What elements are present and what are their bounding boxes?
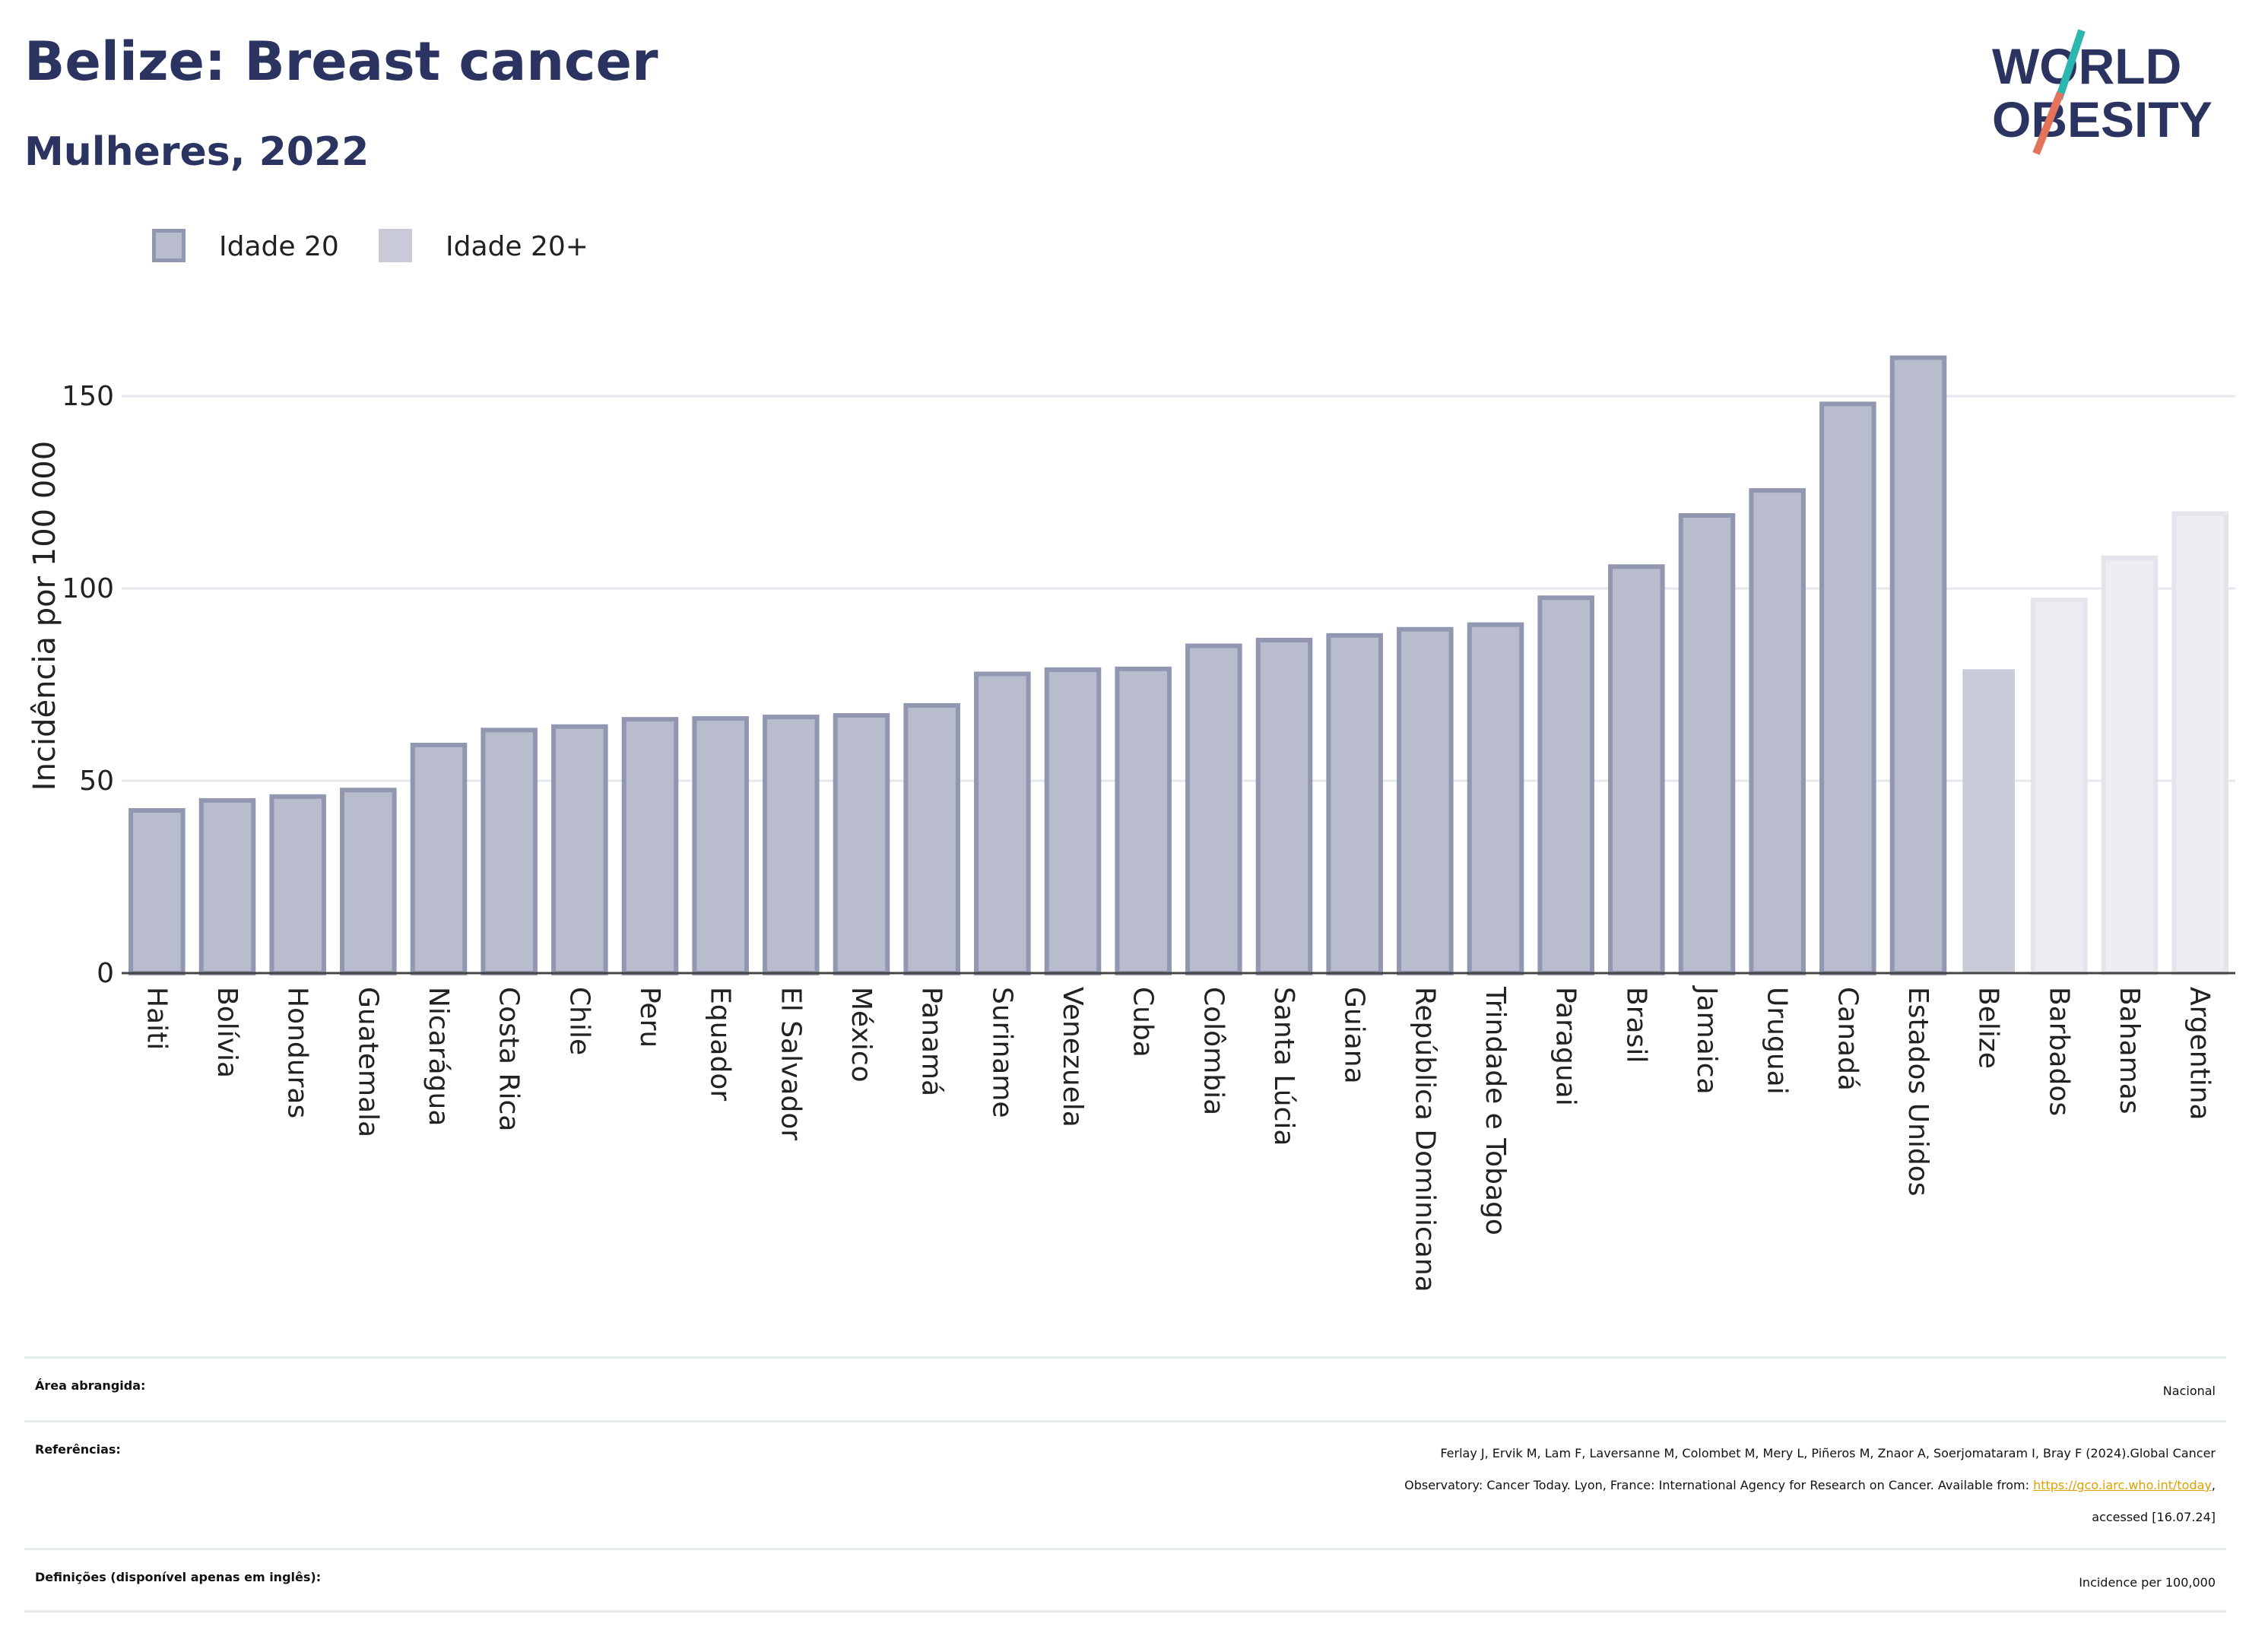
bar [551, 724, 608, 976]
x-tick-label: Chile [563, 987, 595, 1055]
x-tick-label: Jamaica [1691, 985, 1722, 1095]
bar [2171, 511, 2228, 975]
x-tick-label: Barbados [2043, 987, 2074, 1116]
bar [410, 743, 468, 975]
bar [2031, 598, 2088, 975]
x-tick-label: Uruguai [1762, 987, 1793, 1095]
area-value: Nacional [2162, 1384, 2216, 1398]
info-row-references: Referências: Ferlay J, Ervik M, Lam F, L… [24, 1420, 2226, 1524]
x-tick-label: Panamá [916, 987, 947, 1096]
bar [1678, 513, 1736, 975]
x-tick-label: México [845, 987, 877, 1083]
legend-swatch-idade-20-plus [379, 229, 412, 262]
bar [903, 702, 960, 975]
y-tick-label: 100 [62, 573, 114, 604]
x-tick-label: Cuba [1128, 987, 1159, 1057]
bar [128, 808, 186, 976]
references-line3: accessed [16.07.24] [2092, 1510, 2216, 1524]
x-tick-label: Colômbia [1197, 987, 1229, 1115]
info-bottom-rule [24, 1610, 2226, 1612]
references-value: Ferlay J, Ervik M, Lam F, Laversanne M, … [1404, 1438, 2216, 1533]
bar [481, 728, 538, 975]
info-row-definitions: Definições (disponível apenas em inglês)… [24, 1548, 2226, 1590]
definitions-label: Definições (disponível apenas em inglês)… [35, 1570, 322, 1584]
info-row-area: Área abrangida: Nacional [24, 1356, 2226, 1398]
bar [1397, 626, 1454, 975]
x-tick-label: Santa Lúcia [1268, 987, 1299, 1146]
bar [1044, 667, 1102, 975]
bar [1467, 622, 1524, 975]
legend-label-idade-20: Idade 20 [219, 231, 339, 262]
bar [1962, 669, 2015, 973]
references-line1: Ferlay J, Ervik M, Lam F, Laversanne M, … [1440, 1446, 2216, 1460]
bar [1255, 637, 1313, 975]
y-tick-label: 50 [79, 766, 114, 797]
bar [1326, 633, 1383, 975]
x-tick-label: Brasil [1620, 987, 1651, 1063]
x-tick-label: Venezuela [1057, 987, 1088, 1127]
bar [269, 794, 326, 975]
x-tick-label: Peru [634, 987, 665, 1048]
bar [1115, 666, 1172, 975]
x-tick-label: Honduras [282, 987, 313, 1118]
bar [1185, 643, 1242, 975]
bar [198, 797, 256, 975]
legend-swatch-idade-20 [152, 229, 186, 262]
x-tick-label: Argentina [2184, 987, 2216, 1121]
references-line2-post: , [2211, 1478, 2216, 1492]
x-tick-label: Paraguai [1550, 987, 1581, 1106]
x-tick-label: El Salvador [775, 987, 806, 1140]
x-tick-label: Bolívia [211, 987, 243, 1078]
bar [692, 716, 749, 975]
logo-slash-teal [2055, 29, 2086, 100]
bar [974, 671, 1031, 975]
bar [763, 715, 820, 975]
references-line2: Observatory: Cancer Today. Lyon, France:… [1404, 1470, 2216, 1501]
x-tick-label: República Dominicana [1409, 987, 1440, 1292]
bar [2101, 555, 2159, 976]
bar [621, 717, 679, 976]
x-tick-label: Guatemala [352, 987, 383, 1137]
x-tick-label: Belize [1973, 987, 2004, 1069]
logo-line2: OBESITY [1992, 91, 2213, 147]
bar [340, 788, 397, 976]
bar [1537, 595, 1594, 975]
bar [1749, 488, 1806, 975]
y-tick-label: 150 [62, 381, 114, 412]
legend-label-idade-20-plus: Idade 20+ [446, 231, 588, 262]
chart-title: Belize: Breast cancer [24, 30, 658, 93]
y-axis-label: Incidência por 100 000 [27, 441, 62, 791]
bar [1889, 355, 1947, 975]
x-tick-label: Estados Unidos [1902, 987, 1933, 1197]
references-link[interactable]: https://gco.iarc.who.int/today [2033, 1478, 2212, 1492]
y-tick-label: 0 [97, 958, 114, 989]
references-label: Referências: [35, 1442, 121, 1457]
logo-line1: WORLD [1992, 38, 2181, 94]
world-obesity-logo: WORLD OBESITY [1992, 29, 2213, 155]
x-tick-label: Nicarágua [423, 987, 454, 1126]
definitions-value: Incidence per 100,000 [2079, 1575, 2216, 1590]
x-tick-label: Trindade e Tobago [1480, 986, 1511, 1235]
x-tick-label: Costa Rica [493, 987, 525, 1131]
x-tick-label: Equador [705, 987, 736, 1101]
x-tick-label: Suriname [986, 987, 1017, 1118]
x-tick-label: Bahamas [2114, 987, 2145, 1115]
bar [1819, 401, 1876, 975]
x-tick-label: Guiana [1339, 987, 1370, 1084]
references-line2-pre: Observatory: Cancer Today. Lyon, France:… [1404, 1478, 2034, 1492]
x-tick-label: Canadá [1832, 987, 1863, 1091]
bar [1608, 564, 1665, 975]
x-tick-label: Haiti [141, 987, 172, 1050]
bar [833, 713, 890, 975]
area-label: Área abrangida: [35, 1378, 146, 1393]
chart-subtitle: Mulheres, 2022 [24, 129, 370, 175]
logo-slash-red [2032, 91, 2064, 155]
